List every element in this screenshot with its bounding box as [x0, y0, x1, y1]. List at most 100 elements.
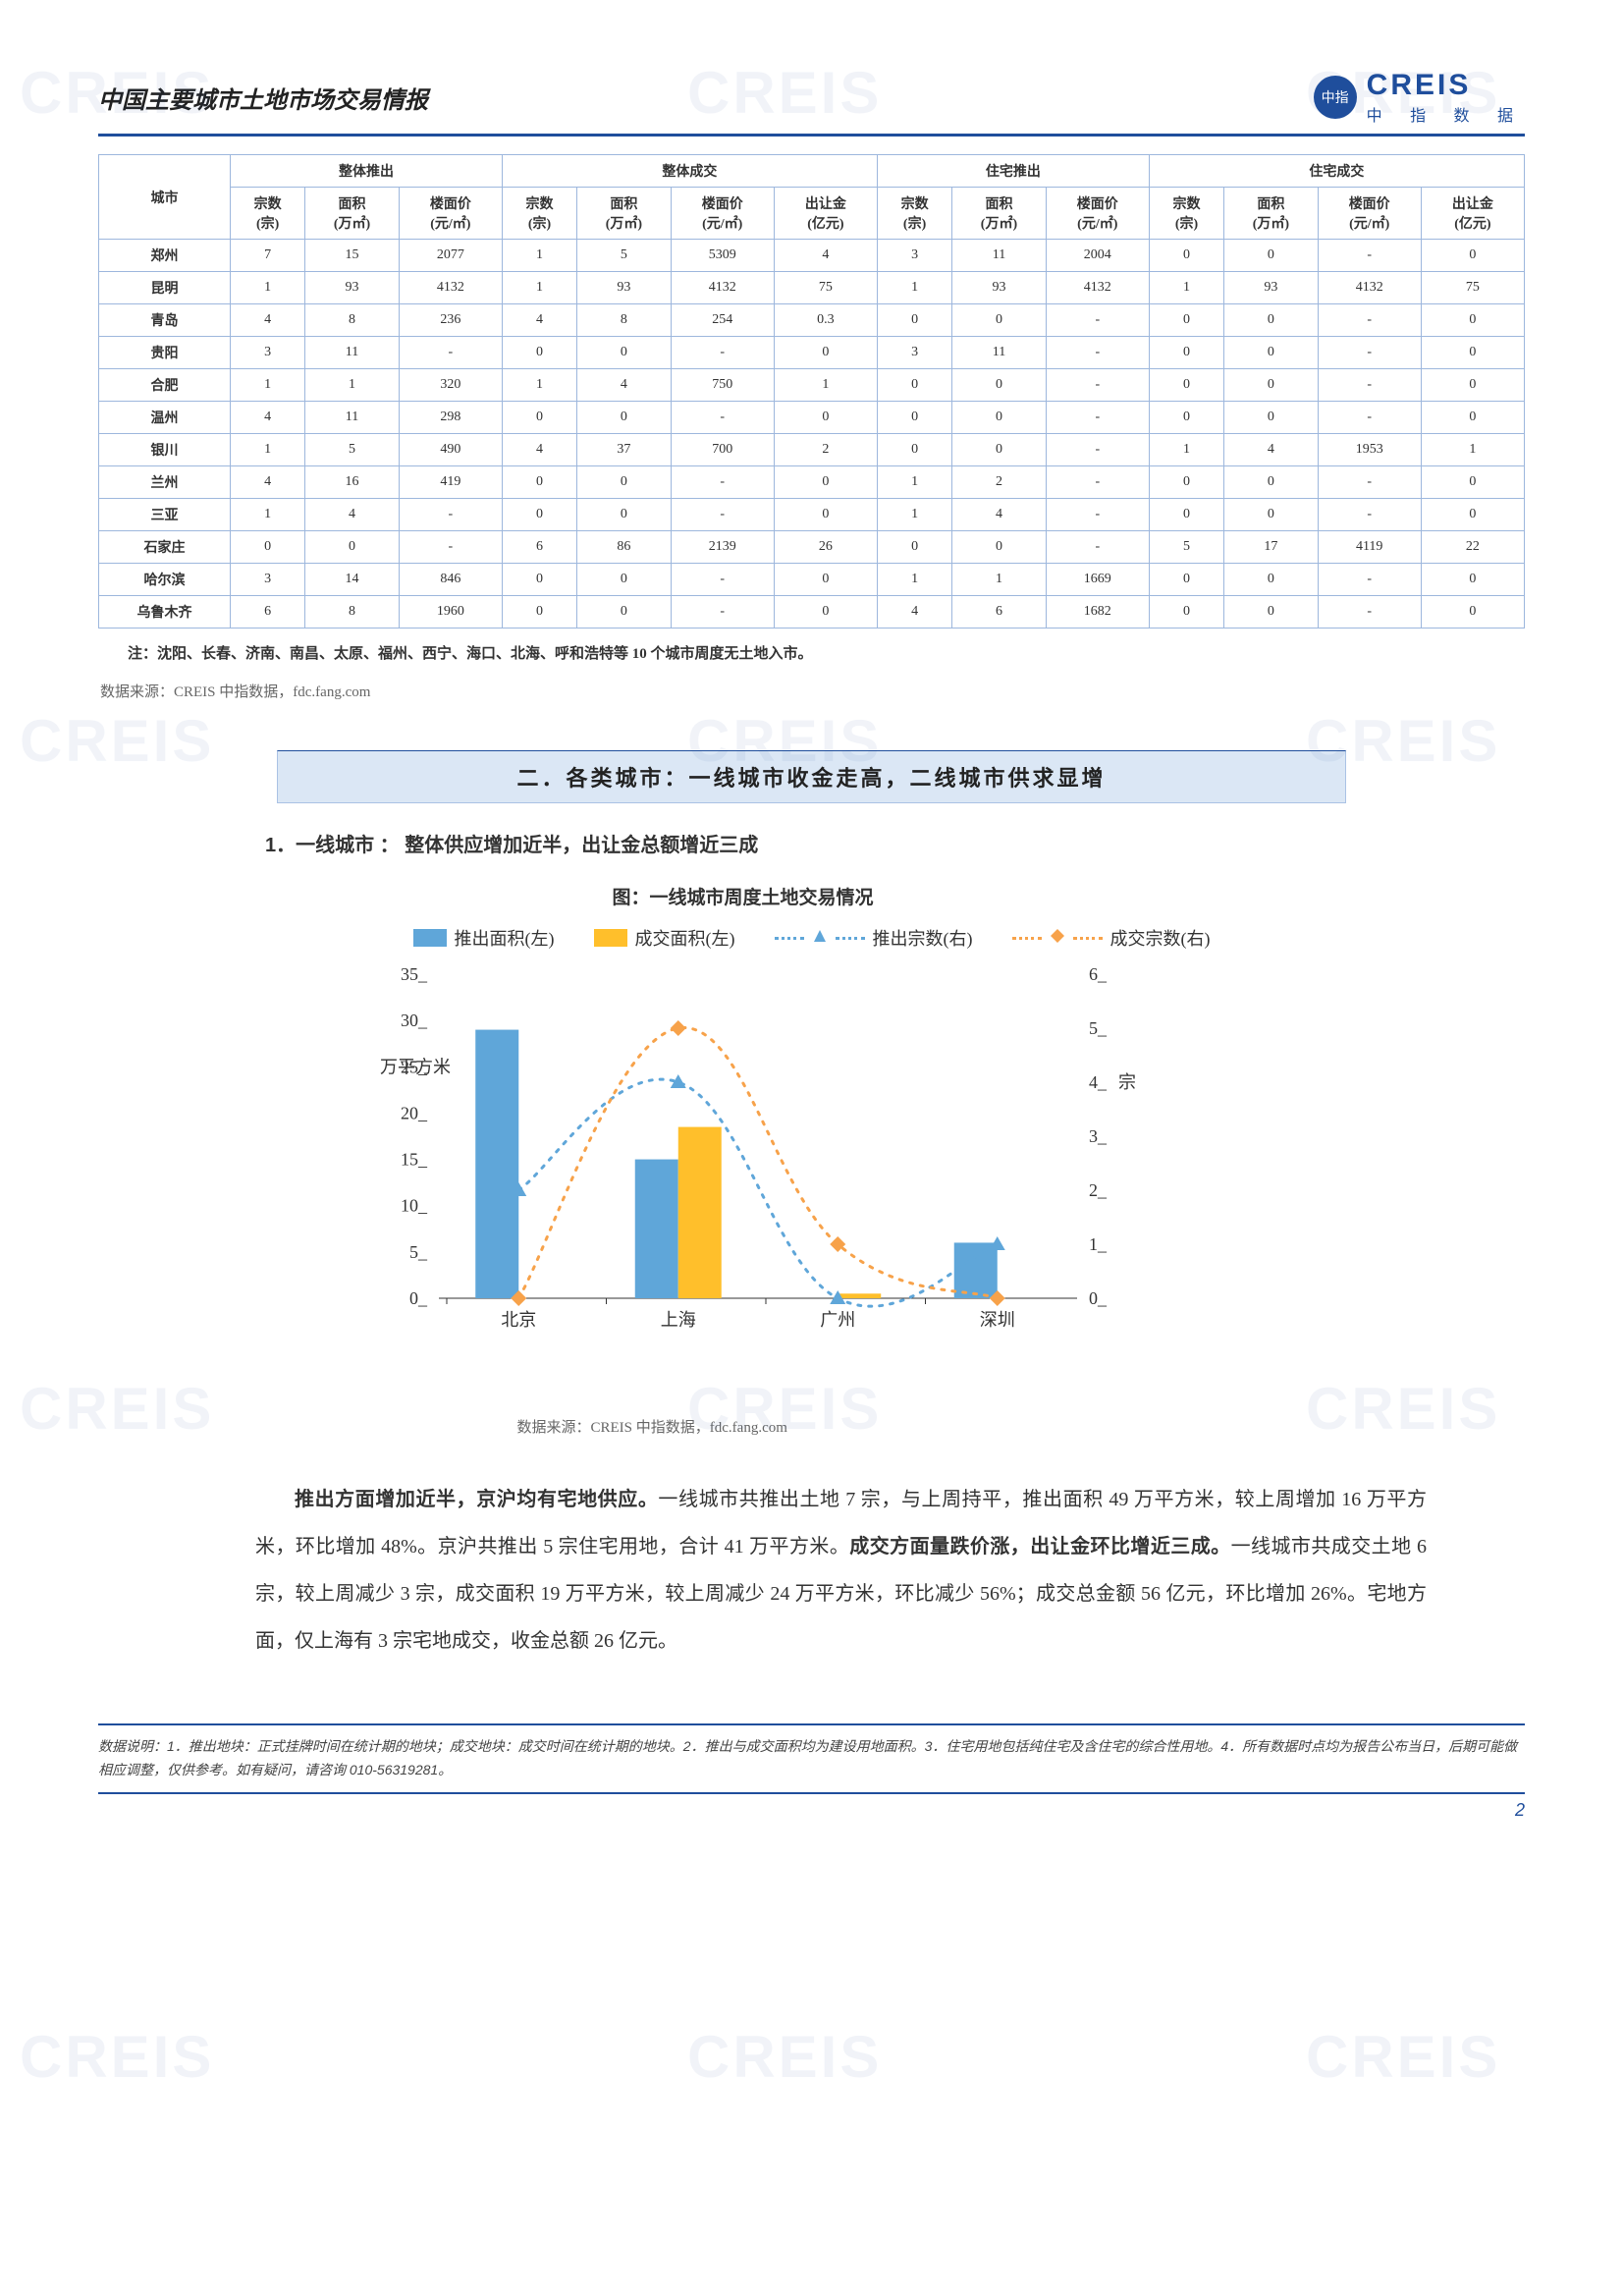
data-cell: - — [1318, 337, 1421, 369]
table-row: 贵阳311-00-0311-00-0 — [99, 337, 1525, 369]
data-cell: 0 — [1149, 240, 1223, 272]
data-cell: - — [1046, 531, 1149, 564]
data-cell: 0 — [877, 531, 951, 564]
svg-text:6_: 6_ — [1089, 964, 1108, 984]
data-cell: 11 — [305, 337, 400, 369]
group-resi-offer: 住宅推出 — [877, 155, 1149, 188]
data-cell: 4 — [952, 499, 1047, 531]
legend-label: 成交面积(左) — [635, 925, 735, 951]
data-cell: 1953 — [1318, 434, 1421, 466]
data-cell: 0 — [774, 564, 877, 596]
data-cell: 236 — [399, 304, 502, 337]
data-cell: - — [671, 466, 774, 499]
data-cell: - — [1318, 402, 1421, 434]
data-cell: - — [1318, 466, 1421, 499]
data-cell: 0 — [1224, 564, 1319, 596]
data-cell: 0 — [1224, 402, 1319, 434]
svg-text:1_: 1_ — [1089, 1234, 1108, 1254]
data-cell: 1 — [231, 499, 305, 531]
city-cell: 青岛 — [99, 304, 231, 337]
data-cell: - — [1046, 402, 1149, 434]
data-cell: 0 — [502, 564, 576, 596]
data-cell: 8 — [305, 596, 400, 629]
data-cell: 4 — [502, 434, 576, 466]
data-cell: 0 — [1224, 369, 1319, 402]
table-note: 注：沈阳、长春、济南、南昌、太原、福州、西宁、海口、北海、呼和浩特等 10 个城… — [128, 642, 1525, 663]
data-cell: 75 — [1421, 272, 1524, 304]
legend-item-offer-count: 推出宗数(右) — [775, 925, 973, 951]
data-cell: 1 — [877, 466, 951, 499]
col-header: 出让金(亿元) — [774, 188, 877, 240]
data-cell: 1 — [502, 272, 576, 304]
data-cell: 0 — [1224, 596, 1319, 629]
data-cell: 1669 — [1046, 564, 1149, 596]
data-cell: 0 — [231, 531, 305, 564]
data-cell: 1 — [952, 564, 1047, 596]
col-header: 面积(万㎡) — [1224, 188, 1319, 240]
data-cell: 8 — [305, 304, 400, 337]
data-cell: 5309 — [671, 240, 774, 272]
data-cell: - — [671, 564, 774, 596]
data-cell: 0 — [1421, 499, 1524, 531]
data-cell: 1 — [502, 369, 576, 402]
data-cell: 0 — [952, 531, 1047, 564]
data-cell: 0 — [1421, 369, 1524, 402]
svg-text:3_: 3_ — [1089, 1126, 1108, 1146]
data-cell: 1 — [231, 272, 305, 304]
section-title: 二．各类城市：一线城市收金走高，二线城市供求显增 — [277, 750, 1347, 803]
city-cell: 昆明 — [99, 272, 231, 304]
table-row: 石家庄00-68621392600-517411922 — [99, 531, 1525, 564]
svg-text:0_: 0_ — [409, 1288, 428, 1308]
svg-text:10_: 10_ — [401, 1196, 428, 1216]
data-cell: 4132 — [399, 272, 502, 304]
data-cell: 0 — [1421, 402, 1524, 434]
data-cell: 17 — [1224, 531, 1319, 564]
city-cell: 石家庄 — [99, 531, 231, 564]
data-cell: 4 — [231, 466, 305, 499]
data-cell: 0 — [952, 402, 1047, 434]
data-cell: - — [399, 499, 502, 531]
group-overall-deal: 整体成交 — [502, 155, 877, 188]
footer-text: 数据说明：1．推出地块：正式挂牌时间在统计期的地块；成交地块：成交时间在统计期的… — [98, 1738, 1517, 1777]
data-cell: 8 — [577, 304, 672, 337]
legend-line-icon — [836, 937, 865, 940]
data-cell: 4 — [774, 240, 877, 272]
col-city: 城市 — [99, 155, 231, 240]
data-cell: 93 — [952, 272, 1047, 304]
data-cell: - — [1046, 369, 1149, 402]
data-cell: - — [1318, 596, 1421, 629]
data-cell: 6 — [231, 596, 305, 629]
city-cell: 哈尔滨 — [99, 564, 231, 596]
group-overall-offer: 整体推出 — [231, 155, 503, 188]
data-cell: - — [1046, 304, 1149, 337]
data-cell: - — [1318, 240, 1421, 272]
table-row: 乌鲁木齐68196000-046168200-0 — [99, 596, 1525, 629]
svg-text:35_: 35_ — [401, 964, 428, 984]
data-cell: - — [399, 337, 502, 369]
data-cell: 0 — [1224, 304, 1319, 337]
data-cell: 3 — [231, 564, 305, 596]
data-cell: 2 — [774, 434, 877, 466]
land-market-table: 城市 整体推出 整体成交 住宅推出 住宅成交 宗数(宗)面积(万㎡)楼面价(元/… — [98, 154, 1525, 629]
data-cell: 0 — [774, 337, 877, 369]
data-cell: 4 — [577, 369, 672, 402]
data-cell: 0 — [502, 596, 576, 629]
data-cell: 0 — [502, 466, 576, 499]
svg-text:宗: 宗 — [1118, 1072, 1136, 1092]
data-cell: 0 — [577, 564, 672, 596]
chart-source: 数据来源：CREIS 中指数据，fdc.fang.com — [517, 1416, 1264, 1437]
data-cell: 0 — [577, 596, 672, 629]
data-cell: - — [671, 596, 774, 629]
data-cell: 0 — [952, 434, 1047, 466]
chart-title: 图：一线城市周度土地交易情况 — [223, 883, 1264, 909]
data-cell: 3 — [231, 337, 305, 369]
table-row: 青岛48236482540.300-00-0 — [99, 304, 1525, 337]
data-cell: 0 — [877, 434, 951, 466]
page-header: 中国主要城市土地市场交易情报 CREIS 中 指 数 据 — [98, 69, 1525, 137]
data-cell: 4132 — [1046, 272, 1149, 304]
data-cell: 0 — [1421, 337, 1524, 369]
data-cell: 0 — [1149, 369, 1223, 402]
data-cell: 2004 — [1046, 240, 1149, 272]
data-cell: 0 — [952, 304, 1047, 337]
data-cell: 86 — [577, 531, 672, 564]
